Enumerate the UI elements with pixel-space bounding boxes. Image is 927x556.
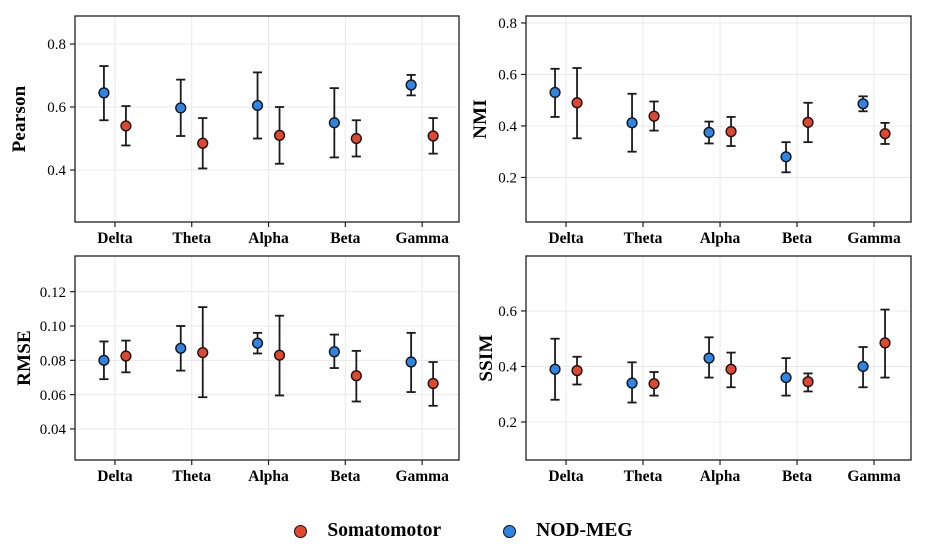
x-tick-label-beta: Beta [330,468,360,485]
data-point-somatomotor-theta [648,110,660,122]
y-tick-label: 0.10 [40,319,66,335]
nod-meg-marker-icon [503,524,517,538]
data-point-somatomotor-delta [120,120,132,132]
y-tick-label: 0.4 [498,360,517,376]
y-tick-label: 0.6 [498,304,517,320]
y-tick-label: 0.4 [498,119,517,135]
x-tick-label-gamma: Gamma [847,230,901,247]
data-point-nod-meg-beta [328,117,340,129]
data-point-nod-meg-beta [780,371,792,384]
x-tick-label-gamma: Gamma [847,468,901,485]
x-tick-label-beta: Beta [330,230,360,247]
x-tick-label-theta: Theta [172,468,211,485]
data-point-nod-meg-theta [626,117,638,129]
data-point-nod-meg-theta [626,377,638,389]
data-point-nod-meg-delta [549,363,561,375]
x-tick-label-theta: Theta [624,230,663,247]
data-point-nod-meg-beta [780,151,792,163]
y-axis-label-ssim: SSIM [476,334,497,382]
x-tick-label-delta: Delta [548,230,584,247]
y-axis-label-pearson: Pearson [9,85,30,153]
y-tick-label: 0.8 [498,16,517,32]
data-point-nod-meg-alpha [251,99,264,112]
data-point-somatomotor-alpha [273,129,286,141]
data-point-nod-meg-theta [175,102,187,114]
y-axis-label-rmse: RMSE [14,330,35,386]
data-point-somatomotor-theta [648,378,660,390]
data-point-nod-meg-gamma [405,356,417,368]
y-tick-label: 0.2 [498,171,517,187]
data-point-nod-meg-delta [98,354,110,366]
legend: Somatomotor NOD-MEG [0,515,927,547]
data-point-somatomotor-alpha [725,363,737,375]
y-tick-label: 0.4 [47,163,66,179]
data-point-somatomotor-delta [571,365,583,377]
x-tick-label-alpha: Alpha [700,468,741,485]
y-tick-label: 0.12 [40,285,66,301]
data-point-somatomotor-gamma [879,128,891,140]
data-point-nod-meg-gamma [857,98,869,110]
y-tick-label: 0.08 [40,354,66,370]
data-point-somatomotor-gamma [427,130,439,142]
data-point-somatomotor-delta [571,97,583,109]
y-tick-label: 0.6 [47,100,66,116]
x-tick-label-delta: Delta [548,468,584,485]
data-point-somatomotor-gamma [427,377,439,390]
data-point-nod-meg-gamma [405,79,417,91]
data-point-somatomotor-beta [802,116,814,128]
somatomotor-marker-icon [294,524,308,538]
data-point-somatomotor-beta [350,370,362,382]
x-tick-label-delta: Delta [97,230,133,247]
data-point-somatomotor-theta [197,137,209,149]
panel-border [525,15,912,223]
y-axis-label-nmi: NMI [470,99,491,139]
data-point-nod-meg-theta [175,342,187,354]
data-point-somatomotor-gamma [879,337,891,349]
data-point-somatomotor-theta [197,346,209,359]
legend-label-somatomotor: Somatomotor [327,520,442,541]
legend-item-somatomotor: Somatomotor [294,520,441,542]
x-tick-label-alpha: Alpha [248,468,289,485]
panel-border [525,255,912,461]
data-point-nod-meg-alpha [703,352,715,364]
data-point-somatomotor-beta [802,376,814,388]
x-tick-label-beta: Beta [782,230,812,247]
x-tick-label-alpha: Alpha [248,230,289,247]
x-tick-label-alpha: Alpha [700,230,741,247]
x-tick-label-delta: Delta [97,468,133,485]
data-point-nod-meg-delta [98,87,110,99]
x-tick-label-gamma: Gamma [395,230,449,247]
panel-border [74,255,460,461]
y-tick-label: 0.06 [40,388,67,404]
data-point-nod-meg-delta [549,86,561,99]
legend-label-nod-meg: NOD-MEG [536,520,633,541]
y-tick-label: 0.6 [498,68,517,84]
y-tick-label: 0.04 [40,422,67,438]
data-point-somatomotor-delta [120,350,132,362]
data-point-somatomotor-alpha [725,126,737,138]
panel-border [74,15,460,223]
x-tick-label-beta: Beta [782,468,812,485]
data-point-somatomotor-alpha [273,349,286,361]
x-tick-label-theta: Theta [624,468,663,485]
data-point-nod-meg-alpha [251,337,264,349]
legend-item-nod-meg: NOD-MEG [503,520,633,542]
y-tick-label: 0.2 [498,415,517,431]
data-point-nod-meg-alpha [703,126,715,138]
x-tick-label-gamma: Gamma [395,468,449,485]
x-tick-label-theta: Theta [172,230,211,247]
data-point-nod-meg-beta [328,346,340,358]
y-tick-label: 0.8 [47,37,66,53]
data-point-nod-meg-gamma [857,360,869,373]
data-point-somatomotor-beta [350,132,362,145]
